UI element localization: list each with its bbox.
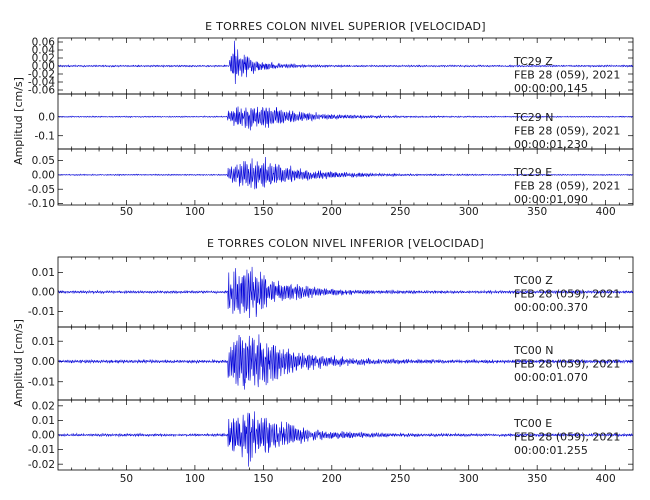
waveform-trace [58,106,634,131]
x-tick-label: 350 [527,473,547,485]
x-tick-label: 250 [390,206,410,218]
date-label: FEB 28 (059), 2021 [514,431,620,444]
y-tick-label: 0.01 [32,415,55,427]
date-label: FEB 28 (059), 2021 [514,125,620,138]
y-tick-label: 0.00 [32,287,55,299]
station-label: TC29 N [513,111,553,124]
y-tick-label: -0.01 [28,376,55,388]
trace-panel: 0.060.040.020.00-0.02-0.04-0.06 TC29 ZFEB… [28,37,634,97]
chart-title: E TORRES COLON NIVEL SUPERIOR [VELOCIDAD… [205,20,486,33]
chart-title: E TORRES COLON NIVEL INFERIOR [VELOCIDAD… [207,237,484,250]
x-tick-label: 300 [459,473,479,485]
y-tick-label: -0.05 [28,184,55,196]
x-tick-label: 250 [390,473,410,485]
waveform-trace [58,157,634,190]
y-tick-label: 0.05 [32,155,55,167]
y-tick-label: 0.02 [32,53,55,65]
station-label: TC00 Z [513,274,553,287]
y-tick-label: -0.1 [35,130,56,142]
waveform-trace [58,334,634,390]
y-tick-label: 0.04 [32,45,56,57]
y-tick-label: 0.00 [32,61,55,73]
y-tick-label: 0.00 [32,430,55,442]
time-label: 00:00:00.145 [514,82,588,95]
y-tick-label: 0.00 [32,169,55,181]
chart-group-1: E TORRES COLON NIVEL SUPERIOR [VELOCIDAD… [12,20,634,218]
station-label: TC00 N [513,344,553,357]
x-tick-label: 400 [596,206,616,218]
y-tick-label: -0.02 [28,69,55,81]
x-tick-label: 150 [253,206,273,218]
y-tick-label: 0.02 [32,400,55,412]
x-tick-label: 100 [185,473,205,485]
y-tick-label: 0.0 [38,111,55,123]
date-label: FEB 28 (059), 2021 [514,180,620,193]
waveform-trace [58,266,634,318]
waveform-trace [58,40,634,84]
y-tick-label: -0.06 [28,85,55,97]
chart-group-2: E TORRES COLON NIVEL INFERIOR [VELOCIDAD… [12,237,634,485]
y-tick-label: 0.01 [32,336,55,348]
time-label: 00:00:01.255 [514,444,588,457]
y-tick-label: -0.02 [28,459,55,471]
time-label: 00:00:00.370 [514,301,588,314]
y-tick-label: -0.01 [28,444,55,456]
x-tick-label: 50 [120,473,133,485]
x-tick-label: 350 [527,206,547,218]
x-tick-label: 150 [253,473,273,485]
x-tick-label: 300 [459,206,479,218]
waveform-trace [58,411,634,467]
y-tick-label: -0.10 [28,198,55,210]
date-label: FEB 28 (059), 2021 [514,358,620,371]
x-tick-label: 200 [322,473,342,485]
station-label: TC29 E [513,166,552,179]
y-tick-label: -0.01 [28,306,55,318]
station-label: TC29 Z [513,55,553,68]
x-tick-label: 400 [596,473,616,485]
y-tick-label: 0.01 [32,267,55,279]
x-tick-label: 50 [120,206,133,218]
time-label: 00:00:01.070 [514,371,588,384]
x-tick-label: 100 [185,206,205,218]
y-tick-label: 0.06 [32,37,56,49]
date-label: FEB 28 (059), 2021 [514,288,620,301]
date-label: FEB 28 (059), 2021 [514,69,620,82]
y-tick-label: -0.04 [28,77,55,89]
station-label: TC00 E [513,417,552,430]
x-tick-label: 200 [322,206,342,218]
y-axis-label: Amplitud [cm/s] [12,77,25,165]
y-axis-label: Amplitud [cm/s] [12,319,25,407]
time-label: 00:00:01.230 [514,138,588,151]
time-label: 00:00:01.090 [514,193,588,206]
y-tick-label: 0.00 [32,356,55,368]
